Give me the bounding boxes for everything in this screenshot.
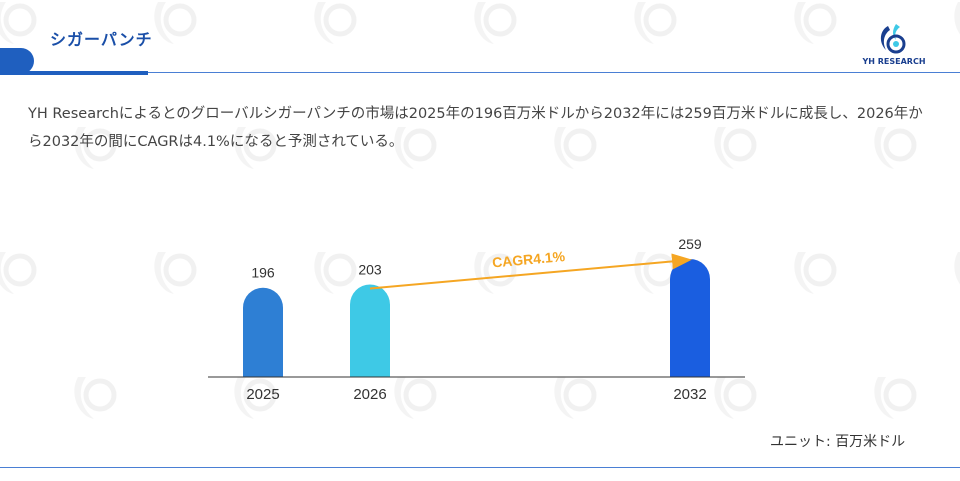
footer-divider (0, 467, 960, 468)
page-title: シガーパンチ (50, 30, 153, 49)
bar-2032 (670, 259, 710, 377)
category-label-2026: 2026 (353, 386, 386, 403)
cagr-label: CAGR4.1% (491, 248, 566, 271)
category-label-2032: 2032 (673, 386, 706, 403)
unit-label: ユニット: 百万米ドル (770, 434, 906, 450)
header-divider-accent (0, 71, 148, 75)
value-label-2025: 196 (251, 265, 275, 281)
bar-2026 (350, 284, 390, 377)
header-accent-bar (0, 48, 34, 74)
brand-logo: YH RESEARCH (858, 22, 930, 72)
value-label-2026: 203 (358, 262, 382, 278)
header-divider (0, 72, 960, 73)
logo-text: YH RESEARCH (862, 57, 926, 66)
market-description: YH Researchによるとのグローバルシガーパンチの市場は2025年の196… (28, 106, 923, 150)
bar-2025 (243, 287, 283, 377)
logo-icon (880, 24, 906, 54)
cagr-arrow (369, 253, 692, 290)
value-label-2032: 259 (678, 236, 702, 252)
category-label-2025: 2025 (246, 386, 279, 403)
